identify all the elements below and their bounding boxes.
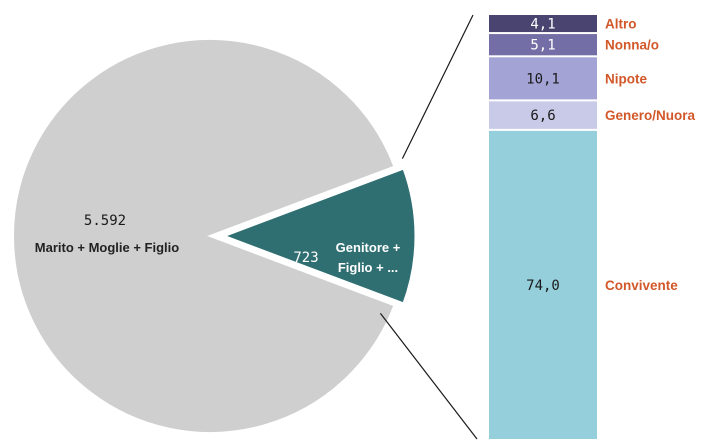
- bar-segment-value: 4,1: [530, 17, 555, 33]
- bar-segment-altro: [489, 15, 597, 33]
- pie-slice-label: Marito + Moglie + Figlio: [35, 240, 180, 255]
- pie-slice-genitore-figlio: [212, 163, 420, 309]
- pie-chart: 5.592 Marito + Moglie + Figlio 723 Genit…: [11, 38, 420, 434]
- pie-slice-label: Figlio + ...: [338, 260, 398, 275]
- pie-slice-value: 723: [293, 250, 318, 266]
- bar-segment-value: 5,1: [530, 38, 555, 54]
- bar-segment-nipote: [489, 57, 597, 100]
- bar-segment-value: 10,1: [526, 71, 560, 87]
- bar-segment-convivente: [489, 130, 597, 439]
- bar-segment-genero-nuora: [489, 101, 597, 129]
- bar-segment-label: Genero/Nuora: [605, 108, 696, 123]
- bar-segment-label: Nonna/o: [605, 38, 659, 53]
- pie-slice-label: Genitore +: [336, 240, 401, 255]
- bar-segment-value: 6,6: [530, 108, 555, 124]
- bar-segment-nonna-o: [489, 34, 597, 56]
- pie-slice-value: 5.592: [84, 213, 126, 229]
- connector-line-bottom: [379, 312, 478, 440]
- stacked-bar: 4,1 Altro 5,1 Nonna/o 10,1 Nipote 6,6 Genero/Nu…: [489, 15, 696, 439]
- bar-segment-value: 74,0: [526, 278, 560, 294]
- pie-slice-marito-moglie-figlio: [11, 38, 396, 434]
- bar-segment-label: Altro: [605, 17, 637, 32]
- connector-line-top: [401, 14, 474, 159]
- bar-segment-label: Convivente: [605, 278, 678, 293]
- bar-segment-label: Nipote: [605, 71, 647, 86]
